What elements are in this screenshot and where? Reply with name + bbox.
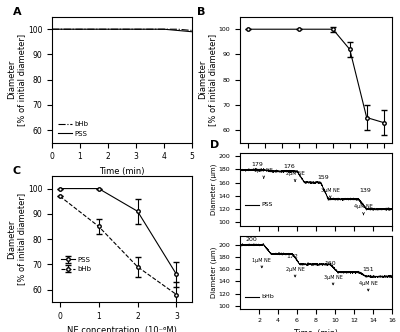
Text: 200: 200 <box>246 237 257 242</box>
Text: 172: 172 <box>286 254 298 259</box>
Legend: PSS, bHb: PSS, bHb <box>58 254 94 275</box>
Text: 139: 139 <box>360 188 371 193</box>
bHb <box>92 27 96 31</box>
bHb <box>148 27 152 31</box>
Text: 159: 159 <box>318 175 330 180</box>
Text: 3μM NE: 3μM NE <box>324 275 342 285</box>
Text: 4μM NE: 4μM NE <box>359 281 378 291</box>
PSS <box>92 27 96 31</box>
Legend: bHb, PSS: bHb, PSS <box>56 118 91 139</box>
bHb <box>176 27 180 31</box>
Text: PSS: PSS <box>261 202 272 207</box>
bHb <box>120 27 124 31</box>
Text: 1μM NE: 1μM NE <box>252 258 271 268</box>
PSS <box>64 27 68 31</box>
Text: 176: 176 <box>284 164 295 169</box>
bHb <box>50 27 54 31</box>
Text: B: B <box>198 7 206 17</box>
Text: 3μM NE: 3μM NE <box>321 188 340 198</box>
Line: bHb: bHb <box>52 29 192 31</box>
bHb <box>162 27 166 31</box>
X-axis label: NE concentration  (10⁻⁶M): NE concentration (10⁻⁶M) <box>67 326 177 332</box>
X-axis label: Time  (min): Time (min) <box>294 329 338 332</box>
PSS <box>190 30 194 34</box>
bHb <box>106 27 110 31</box>
Text: bHb: bHb <box>261 294 274 299</box>
Text: 1μM NE: 1μM NE <box>254 168 273 178</box>
bHb <box>134 27 138 31</box>
Y-axis label: Diameter
[% of initial diameter]: Diameter [% of initial diameter] <box>198 34 217 126</box>
Y-axis label: Diameter (μm): Diameter (μm) <box>211 247 217 298</box>
PSS <box>78 27 82 31</box>
bHb <box>190 29 194 33</box>
Line: PSS: PSS <box>52 29 192 32</box>
Text: 151: 151 <box>362 267 374 272</box>
PSS <box>134 27 138 31</box>
Text: D: D <box>210 139 219 150</box>
PSS <box>120 27 124 31</box>
Text: 2μM NE: 2μM NE <box>286 171 304 182</box>
Y-axis label: Diameter (μm): Diameter (μm) <box>211 164 217 215</box>
Text: C: C <box>13 166 21 176</box>
PSS <box>176 29 180 33</box>
Text: A: A <box>13 7 22 17</box>
Text: 4μM NE: 4μM NE <box>354 204 373 215</box>
Text: 2μM NE: 2μM NE <box>286 267 304 277</box>
PSS <box>162 27 166 31</box>
X-axis label: Time (min): Time (min) <box>99 167 145 176</box>
X-axis label: NE concentration (M): NE concentration (M) <box>272 167 360 176</box>
bHb <box>64 27 68 31</box>
Y-axis label: Diameter
[% of initial diameter]: Diameter [% of initial diameter] <box>7 193 26 285</box>
Text: 160: 160 <box>324 261 336 266</box>
PSS <box>106 27 110 31</box>
PSS <box>50 27 54 31</box>
Text: 179: 179 <box>251 162 263 167</box>
Y-axis label: Diameter
[% of initial diameter]: Diameter [% of initial diameter] <box>7 34 26 126</box>
bHb <box>78 27 82 31</box>
PSS <box>148 27 152 31</box>
